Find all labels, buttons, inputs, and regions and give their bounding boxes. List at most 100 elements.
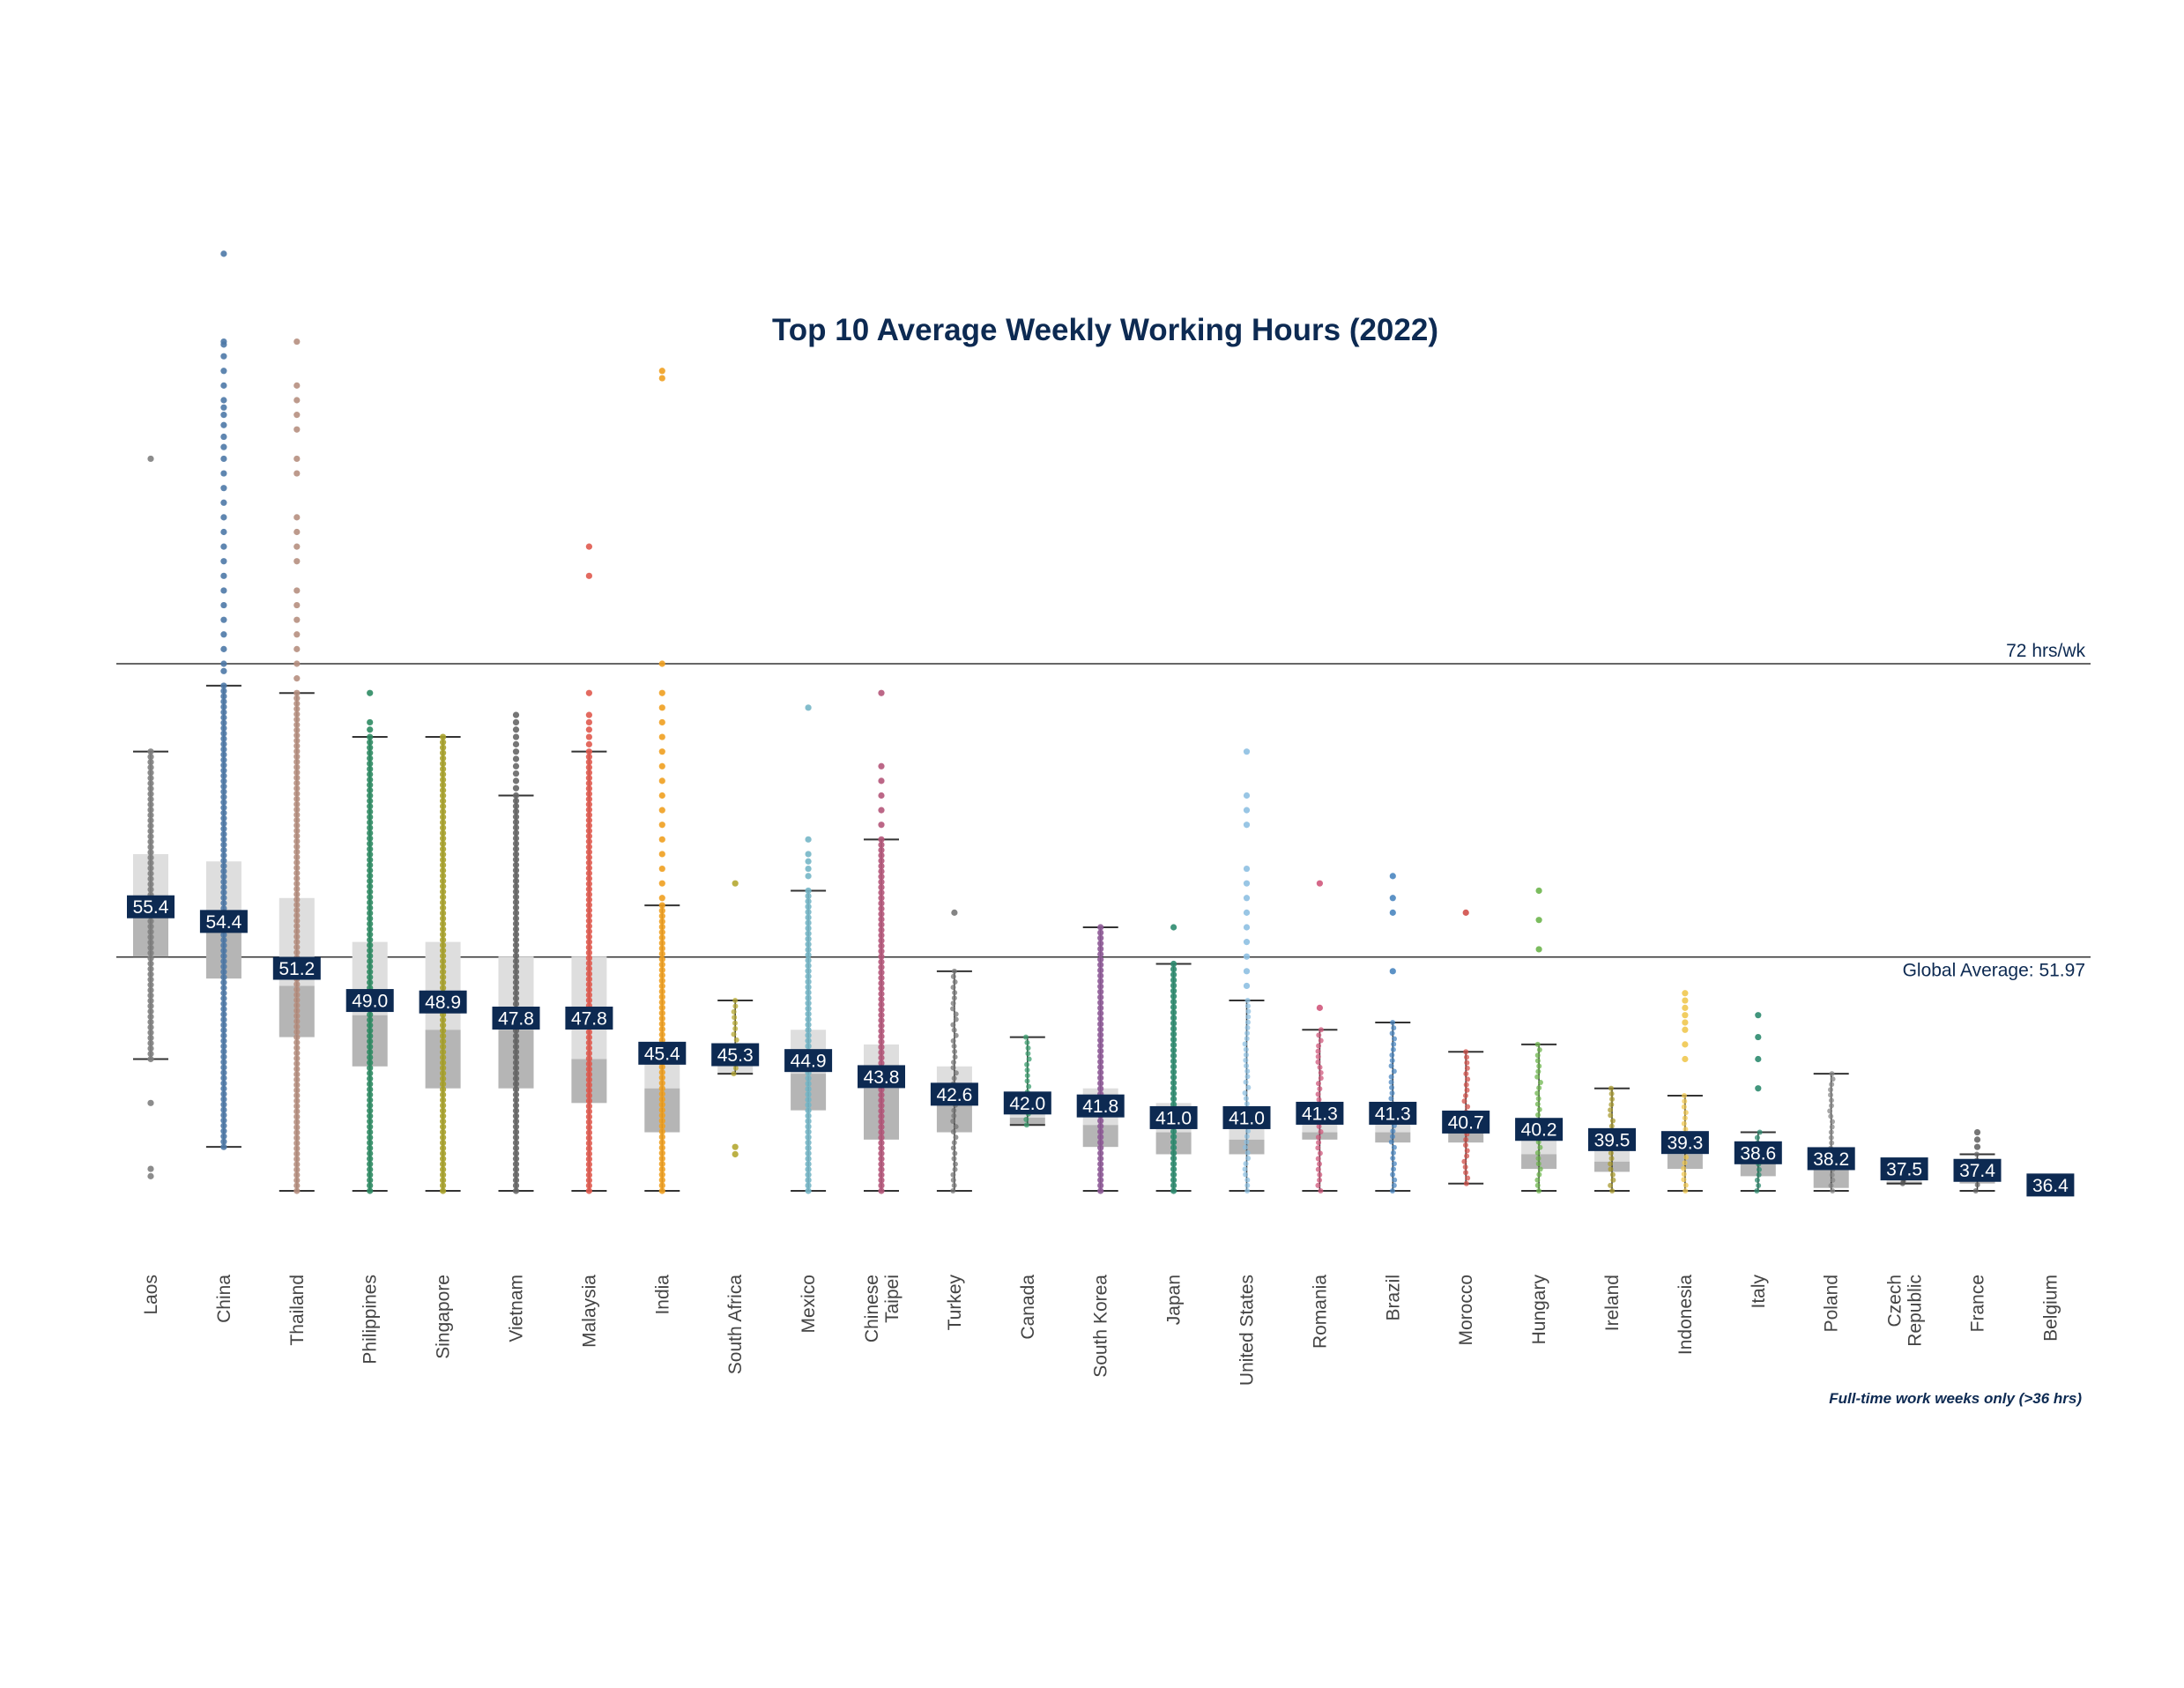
data-point-thailand	[293, 721, 301, 728]
data-point-chinese-taipei	[878, 1049, 885, 1056]
data-point-singapore	[440, 814, 447, 821]
data-point-singapore	[440, 889, 447, 896]
data-point-laos	[147, 1008, 154, 1015]
average-label-india: 45.4	[638, 1041, 687, 1065]
data-point-chinese-taipei	[878, 1017, 885, 1024]
data-point-thailand	[293, 1013, 301, 1020]
data-point-philippines	[367, 1016, 374, 1023]
data-point-mexico	[805, 1005, 812, 1012]
data-point-philippines	[367, 798, 374, 805]
average-label-bg-thailand	[272, 956, 321, 980]
data-point-japan	[1170, 1171, 1177, 1179]
data-point-south-korea	[1097, 1118, 1104, 1125]
data-point-malaysia	[585, 1171, 593, 1179]
data-point-singapore	[440, 899, 447, 906]
average-label-bg-vietnam	[492, 1006, 540, 1030]
average-label-france: 37.4	[1953, 1158, 2002, 1182]
data-point-turkey	[953, 1032, 959, 1038]
data-point-vietnam	[512, 1171, 520, 1179]
data-point-brazil	[1388, 1074, 1394, 1080]
data-point-philippines	[367, 1060, 374, 1067]
outlier-point-thailand	[293, 455, 301, 463]
data-point-laos	[147, 928, 154, 935]
data-point-philippines	[367, 744, 374, 751]
data-point-singapore	[440, 1053, 447, 1061]
average-value-singapore: 48.9	[425, 993, 461, 1013]
data-point-turkey	[950, 1129, 956, 1135]
data-point-philippines	[367, 1139, 374, 1147]
average-value-romania: 41.3	[1302, 1104, 1338, 1124]
data-point-china	[220, 953, 227, 960]
ref-label-global-average: Global Average: 51.97	[1903, 961, 2085, 981]
data-point-romania	[1315, 1059, 1321, 1065]
data-point-chinese-taipei	[878, 1161, 885, 1168]
country-thailand: 51.2	[272, 338, 321, 1194]
data-point-malaysia	[585, 912, 593, 919]
data-point-united-states	[1244, 1188, 1251, 1193]
data-point-laos	[147, 764, 154, 771]
outlier-point-china	[220, 645, 227, 652]
data-point-romania	[1317, 1150, 1323, 1156]
data-point-thailand	[293, 906, 301, 914]
data-point-mexico	[805, 994, 812, 1001]
data-point-malaysia	[585, 759, 593, 766]
data-point-malaysia	[585, 1182, 593, 1189]
data-point-philippines	[367, 957, 374, 965]
data-point-philippines	[367, 947, 374, 954]
outlier-point-india	[658, 375, 665, 382]
data-point-singapore	[440, 1081, 447, 1088]
data-point-india	[658, 999, 665, 1006]
average-value-brazil: 41.3	[1375, 1104, 1411, 1124]
data-point-china	[220, 719, 227, 726]
data-point-thailand	[293, 1187, 301, 1194]
outlier-point-south-africa	[732, 880, 739, 887]
x-tick-label-line: Philippines	[360, 1275, 381, 1365]
x-tick-label-india: India	[652, 1275, 672, 1315]
outlier-point-south-africa	[732, 1143, 739, 1150]
data-point-thailand	[293, 1050, 301, 1057]
data-point-thailand	[293, 1150, 301, 1157]
data-point-turkey	[952, 1161, 958, 1167]
data-point-south-korea	[1097, 983, 1104, 990]
data-point-mexico	[805, 1085, 812, 1093]
data-point-vietnam	[512, 1161, 520, 1168]
data-point-vietnam	[512, 1166, 520, 1173]
data-point-romania	[1315, 1182, 1321, 1188]
data-point-hungary	[1535, 1068, 1541, 1075]
data-point-singapore	[440, 1182, 447, 1189]
data-point-romania	[1318, 1027, 1324, 1033]
data-point-malaysia	[585, 918, 593, 925]
average-value-czech-republic: 37.5	[1886, 1160, 1922, 1180]
data-point-brazil	[1390, 1128, 1396, 1134]
data-point-china	[220, 857, 227, 864]
data-point-malaysia	[585, 801, 593, 808]
data-point-thailand	[293, 806, 301, 814]
data-point-united-states	[1244, 1074, 1251, 1080]
average-label-japan: 41.0	[1149, 1105, 1198, 1129]
data-point-canada	[1025, 1045, 1031, 1052]
data-point-thailand	[293, 880, 301, 888]
data-point-turkey	[951, 1027, 957, 1033]
data-point-india	[658, 1139, 665, 1146]
data-point-japan	[1170, 1025, 1177, 1032]
data-point-brazil	[1389, 1134, 1395, 1140]
data-point-canada	[1024, 1073, 1030, 1079]
data-point-japan	[1170, 1160, 1177, 1167]
data-point-china	[220, 703, 227, 710]
data-point-laos	[147, 859, 154, 866]
data-point-india	[658, 1090, 665, 1097]
data-point-chinese-taipei	[878, 942, 885, 949]
data-point-laos	[147, 849, 154, 856]
data-point-india	[658, 1123, 665, 1130]
data-point-hungary	[1536, 1171, 1542, 1178]
data-point-south-korea	[1097, 972, 1104, 979]
data-point-china	[220, 995, 227, 1002]
average-value-china: 54.4	[205, 912, 241, 933]
data-point-china	[220, 1117, 227, 1124]
data-point-chinese-taipei	[878, 1134, 885, 1141]
data-point-vietnam	[512, 936, 520, 943]
outlier-point-china	[220, 667, 227, 674]
data-point-china	[220, 1032, 227, 1039]
data-point-china	[220, 1027, 227, 1034]
outlier-point-thailand	[293, 426, 301, 433]
